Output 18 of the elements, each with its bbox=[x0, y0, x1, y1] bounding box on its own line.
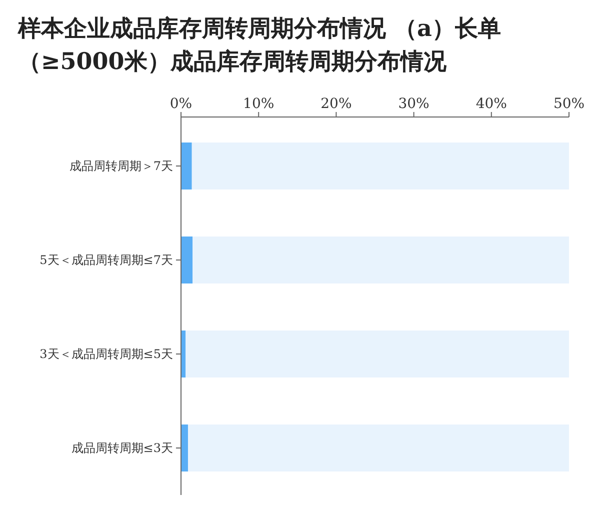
x-tick-label: 20% bbox=[320, 96, 352, 112]
y-tick-label: 5天＜成品周转周期≤7天 bbox=[40, 253, 173, 267]
bar bbox=[181, 236, 193, 284]
x-tick-label: 30% bbox=[398, 96, 430, 112]
bar bbox=[181, 424, 188, 472]
x-tick-label: 40% bbox=[476, 96, 507, 112]
y-tick-label: 成品周转周期≤3天 bbox=[71, 441, 173, 455]
x-tick-label: 0% bbox=[170, 96, 192, 112]
bar bbox=[188, 424, 569, 472]
chart-title: 样本企业成品库存周转周期分布情况 （a）长单（≥5000米）成品库存周转周期分布情况 bbox=[18, 14, 502, 77]
x-tick-label: 10% bbox=[243, 96, 274, 112]
y-tick-label: 成品周转周期＞7天 bbox=[69, 159, 173, 173]
bar bbox=[192, 142, 569, 190]
bar bbox=[186, 330, 569, 378]
bar bbox=[181, 142, 192, 190]
x-tick-label: 50% bbox=[553, 96, 585, 112]
bar bbox=[192, 236, 569, 284]
y-tick-label: 3天＜成品周转周期≤5天 bbox=[40, 347, 173, 361]
